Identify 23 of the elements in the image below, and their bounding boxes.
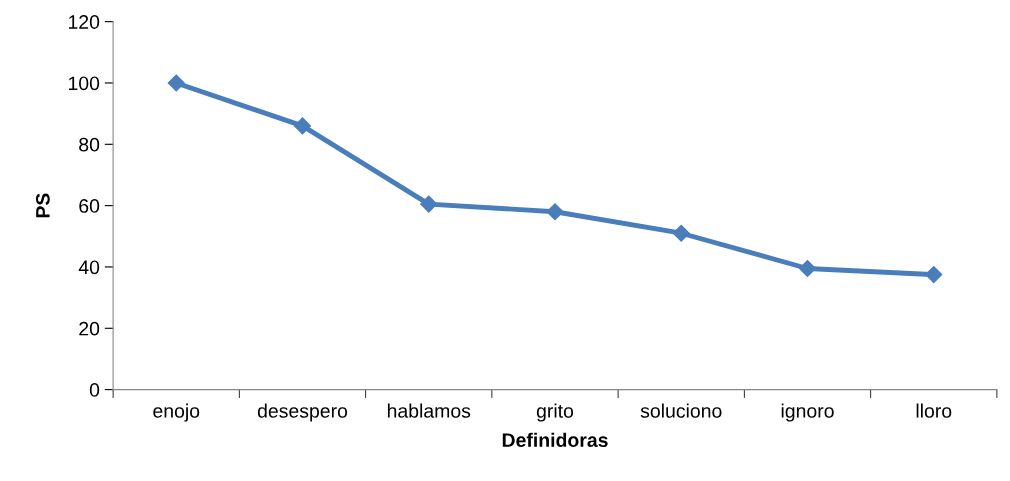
y-axis-title: PS <box>35 193 50 218</box>
x-tick-label: desespero <box>257 403 348 422</box>
y-tick-label: 20 <box>79 321 100 336</box>
point <box>925 266 943 284</box>
x-tick-label: enojo <box>153 403 200 422</box>
point <box>420 195 438 213</box>
x-tick-label: grito <box>536 403 574 422</box>
y-tick-label: 120 <box>68 15 100 29</box>
point <box>167 74 185 92</box>
x-axis-title: Definidoras <box>502 432 608 448</box>
y-tick-label: 60 <box>79 199 100 213</box>
y-tick-label: 0 <box>89 383 100 397</box>
x-tick-label: hablamos <box>387 403 471 418</box>
x-tick-label: soluciono <box>640 403 722 418</box>
y-tick-label: 40 <box>78 260 100 275</box>
y-tick-label: 100 <box>68 76 100 91</box>
point <box>672 224 690 242</box>
x-tick-label: ignoro <box>781 403 834 422</box>
x-tick-label: lloro <box>916 403 952 418</box>
point <box>798 259 817 278</box>
point <box>293 117 312 135</box>
y-tick-label: 80 <box>79 137 100 152</box>
point <box>546 203 564 221</box>
